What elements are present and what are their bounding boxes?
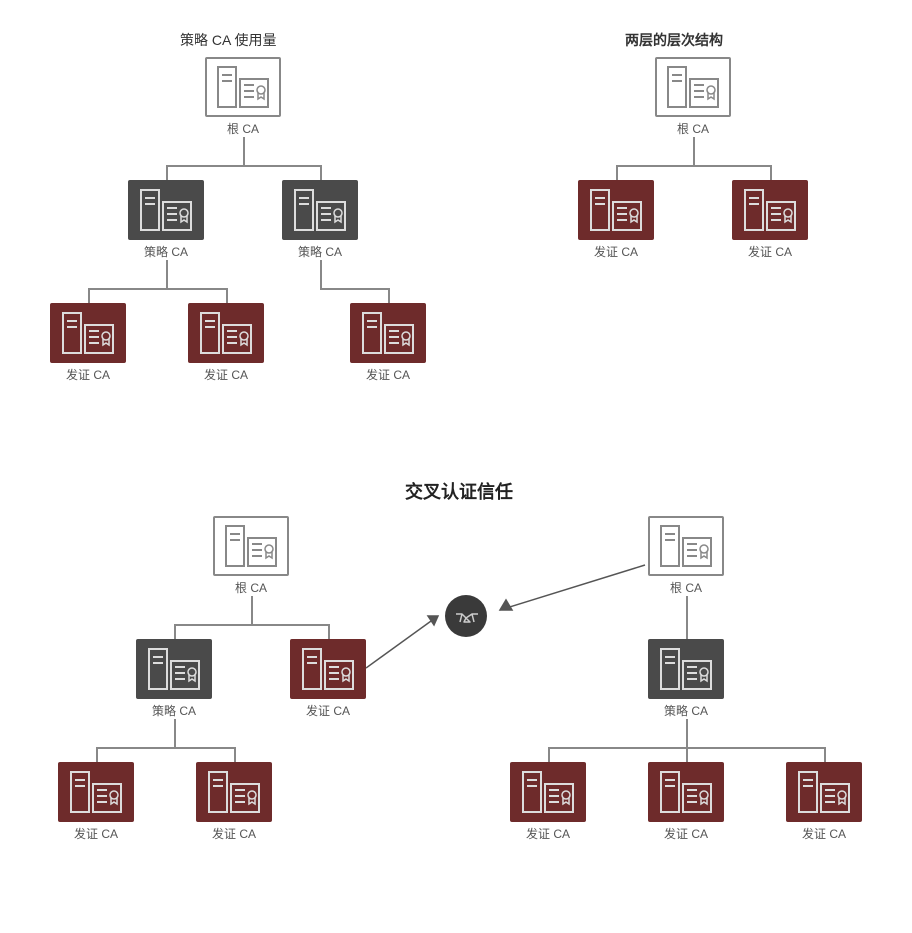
issuing-ca-label: 发证 CA [730,243,810,260]
connector [548,747,550,762]
issuing-ca-node [350,303,426,363]
certificate-icon [657,770,715,814]
issuing-ca-label: 发证 CA [348,366,428,383]
connector [824,747,826,762]
issuing-ca-node [290,639,366,699]
issuing-ca-label: 发证 CA [646,825,726,842]
connector [251,596,253,624]
issuing-ca-node [58,762,134,822]
connector [226,288,228,303]
connector [328,624,330,639]
connector [166,165,320,167]
connector [388,288,390,303]
certificate-icon [205,770,263,814]
certificate-icon [664,65,722,109]
connector [166,260,168,288]
connector [243,137,245,165]
connector [320,288,388,290]
connector [88,288,90,303]
certificate-icon [587,188,645,232]
issuing-ca-label: 发证 CA [194,825,274,842]
connector [320,260,322,288]
issuing-ca-node [786,762,862,822]
connector [686,747,688,762]
cross-cert-arrow-left [366,600,446,680]
issuing-ca-node [510,762,586,822]
root-ca-label: 根 CA [653,120,733,137]
connector [174,624,176,639]
connector [96,747,98,762]
certificate-icon [222,524,280,568]
issuing-ca-label: 发证 CA [48,366,128,383]
certificate-icon [291,188,349,232]
connector [616,165,770,167]
certificate-icon [145,647,203,691]
policy-ca-node [648,639,724,699]
cross-cert-title: 交叉认证信任 [405,478,513,504]
issuing-ca-node [188,303,264,363]
root-ca-node [648,516,724,576]
connector [96,747,234,749]
root-ca-node [213,516,289,576]
issuing-ca-node [648,762,724,822]
certificate-icon [657,524,715,568]
connector [693,137,695,165]
policy-usage-title: 策略 CA 使用量 [180,30,276,50]
certificate-icon [299,647,357,691]
certificate-icon [67,770,125,814]
policy-ca-node [282,180,358,240]
certificate-icon [657,647,715,691]
connector [686,719,688,747]
issuing-ca-node [50,303,126,363]
certificate-icon [137,188,195,232]
root-ca-label: 根 CA [646,579,726,596]
policy-ca-label: 策略 CA [126,243,206,260]
certificate-icon [519,770,577,814]
policy-ca-label: 策略 CA [134,702,214,719]
certificate-icon [359,311,417,355]
root-ca-label: 根 CA [203,120,283,137]
connector [166,165,168,180]
connector [616,165,618,180]
connector [686,596,688,639]
issuing-ca-node [578,180,654,240]
issuing-ca-label: 发证 CA [576,243,656,260]
certificate-icon [197,311,255,355]
root-ca-node [205,57,281,117]
policy-ca-label: 策略 CA [280,243,360,260]
connector [320,165,322,180]
issuing-ca-label: 发证 CA [186,366,266,383]
issuing-ca-label: 发证 CA [508,825,588,842]
connector [174,624,328,626]
policy-ca-label: 策略 CA [646,702,726,719]
policy-ca-node [128,180,204,240]
root-ca-node [655,57,731,117]
issuing-ca-label: 发证 CA [784,825,864,842]
issuing-ca-label: 发证 CA [288,702,368,719]
two-tier-title: 两层的层次结构 [625,30,723,50]
connector [174,719,176,747]
handshake-icon [445,595,487,637]
root-ca-label: 根 CA [211,579,291,596]
connector [88,288,226,290]
policy-ca-node [136,639,212,699]
issuing-ca-label: 发证 CA [56,825,136,842]
issuing-ca-node [196,762,272,822]
issuing-ca-node [732,180,808,240]
certificate-icon [214,65,272,109]
certificate-icon [741,188,799,232]
certificate-icon [795,770,853,814]
connector [770,165,772,180]
cross-cert-arrow-right [490,560,650,620]
certificate-icon [59,311,117,355]
connector [234,747,236,762]
